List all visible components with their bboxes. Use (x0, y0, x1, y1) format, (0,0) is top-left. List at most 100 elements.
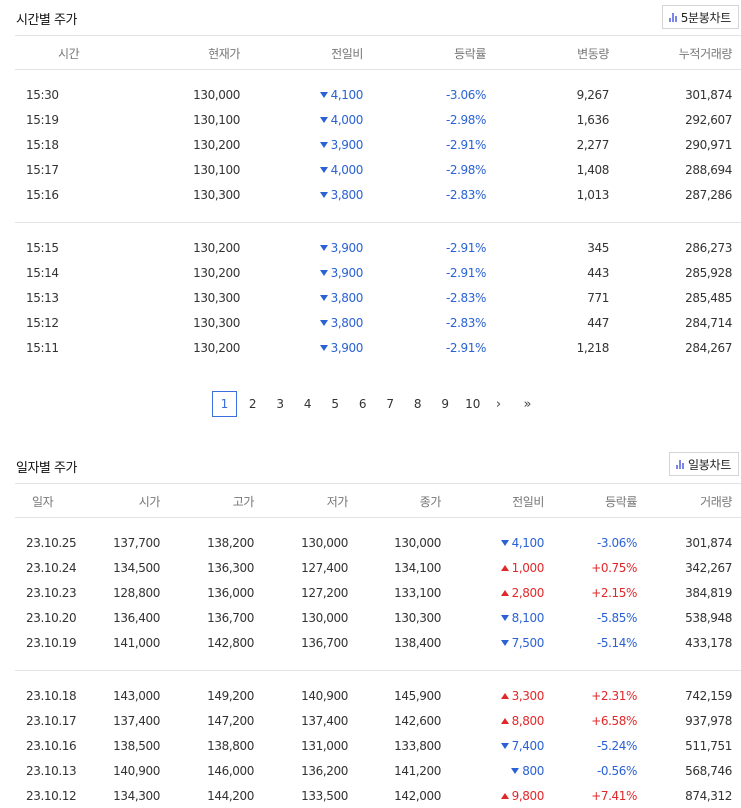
low-cell: 136,200 (301, 764, 348, 778)
table-row: 15:15 130,200 3,900 -2.91% 345 286,273 (15, 236, 741, 261)
change-value: 3,300 (511, 689, 545, 703)
open-cell: 140,900 (113, 764, 160, 778)
price-cell: 130,200 (193, 266, 240, 280)
header-change: 전일비 (331, 47, 363, 61)
table-row: 15:17 130,100 4,000 -2.98% 1,408 288,694 (15, 158, 741, 183)
change-value: 3,800 (330, 316, 364, 330)
volume-cell: 384,819 (685, 586, 732, 600)
open-cell: 128,800 (113, 586, 160, 600)
triangle-down-icon (319, 320, 328, 326)
high-cell: 136,700 (207, 611, 254, 625)
triangle-up-icon (500, 793, 509, 799)
change-cell: 4,000 (319, 163, 363, 177)
header-open: 시가 (138, 495, 161, 509)
open-cell: 141,000 (113, 636, 160, 650)
page-10-link[interactable]: 10 (465, 397, 481, 411)
triangle-down-icon (319, 117, 328, 123)
page-7-link[interactable]: 7 (386, 397, 395, 411)
triangle-down-icon (500, 743, 509, 749)
header-high: 고가 (232, 495, 255, 509)
cumulative-volume-cell: 284,267 (685, 341, 732, 355)
page-1-link[interactable]: 1 (212, 391, 237, 417)
change-value: 4,000 (330, 113, 364, 127)
page-4-link[interactable]: 4 (303, 397, 312, 411)
price-cell: 130,100 (193, 113, 240, 127)
volume-cell: 511,751 (685, 739, 732, 753)
time-cell: 15:11 (26, 341, 59, 355)
open-cell: 136,400 (113, 611, 160, 625)
date-cell: 23.10.18 (26, 689, 77, 703)
cumulative-volume-cell: 287,286 (685, 188, 732, 202)
change-cell: 3,900 (319, 341, 363, 355)
page-8-link[interactable]: 8 (413, 397, 422, 411)
cumulative-volume-cell: 284,714 (685, 316, 732, 330)
volume-change-cell: 1,013 (576, 188, 610, 202)
time-cell: 15:12 (26, 316, 59, 330)
rate-cell: -2.83% (445, 188, 486, 202)
page-2-link[interactable]: 2 (248, 397, 257, 411)
header-close: 종가 (419, 495, 442, 509)
table-row: 23.10.17 137,400 147,200 137,400 142,600 8,80… (15, 709, 741, 734)
volume-change-cell: 1,408 (576, 163, 610, 177)
volume-cell: 568,746 (685, 764, 732, 778)
change-cell: 8,800 (500, 714, 544, 728)
cumulative-volume-cell: 290,971 (685, 138, 732, 152)
volume-cell: 937,978 (685, 714, 732, 728)
date-cell: 23.10.20 (26, 611, 77, 625)
low-cell: 140,900 (301, 689, 348, 703)
row-group: 15:30 130,000 4,100 -3.06% 9,267 301,874 15:19… (15, 70, 741, 208)
table-row: 15:18 130,200 3,900 -2.91% 2,277 290,971 (15, 133, 741, 158)
header-rate: 등락률 (454, 47, 486, 61)
header-volume-change: 변동량 (577, 47, 609, 61)
page-5-link[interactable]: 5 (331, 397, 340, 411)
next-page-icon[interactable]: › (495, 396, 502, 412)
change-value: 1,000 (511, 561, 545, 575)
triangle-down-icon (319, 192, 328, 198)
volume-cell: 742,159 (685, 689, 732, 703)
change-cell: 4,100 (319, 88, 363, 102)
table-row: 15:30 130,000 4,100 -3.06% 9,267 301,874 (15, 83, 741, 108)
change-value: 8,100 (511, 611, 545, 625)
daily-table-header: 일자 시가 고가 저가 종가 전일비 등락률 거래량 (15, 483, 741, 518)
triangle-up-icon (500, 590, 509, 596)
change-value: 3,900 (330, 241, 364, 255)
volume-cell: 342,267 (685, 561, 732, 575)
time-cell: 15:18 (26, 138, 59, 152)
page-3-link[interactable]: 3 (276, 397, 285, 411)
rate-cell: +7.41% (591, 789, 637, 803)
daily-chart-button[interactable]: 일봉차트 (669, 452, 739, 476)
volume-cell: 874,312 (685, 789, 732, 803)
rate-cell: -2.91% (445, 266, 486, 280)
price-cell: 130,300 (193, 291, 240, 305)
rate-cell: -3.06% (445, 88, 486, 102)
row-group: 23.10.18 143,000 149,200 140,900 145,900 3,30… (15, 670, 741, 808)
price-cell: 130,100 (193, 163, 240, 177)
cumulative-volume-cell: 301,874 (685, 88, 732, 102)
close-cell: 130,300 (394, 611, 441, 625)
rate-cell: -2.91% (445, 241, 486, 255)
change-value: 7,500 (511, 636, 545, 650)
rate-cell: +2.31% (591, 689, 637, 703)
five-minute-chart-button[interactable]: 5분봉차트 (661, 5, 739, 29)
volume-cell: 433,178 (685, 636, 732, 650)
rate-cell: -2.91% (445, 341, 486, 355)
page-9-link[interactable]: 9 (441, 397, 450, 411)
low-cell: 130,000 (301, 536, 348, 550)
last-page-icon[interactable]: » (523, 396, 532, 412)
price-cell: 130,200 (193, 138, 240, 152)
rate-cell: -2.83% (445, 316, 486, 330)
pagination: 1 2 3 4 5 6 7 8 9 10 › » (212, 391, 540, 417)
change-cell: 3,800 (319, 316, 364, 330)
change-cell: 3,900 (319, 241, 364, 255)
header-time: 시간 (58, 47, 80, 61)
change-value: 3,900 (330, 266, 364, 280)
change-value: 3,800 (330, 291, 364, 305)
change-cell: 4,000 (319, 113, 364, 127)
date-cell: 23.10.12 (26, 789, 77, 803)
page-6-link[interactable]: 6 (358, 397, 367, 411)
volume-change-cell: 9,267 (576, 88, 610, 102)
table-row: 15:19 130,100 4,000 -2.98% 1,636 292,607 (15, 108, 741, 133)
table-row: 23.10.12 134,300 144,200 133,500 142,000 9,80… (15, 784, 741, 808)
change-cell: 800 (511, 764, 544, 778)
table-row: 23.10.23 128,800 136,000 127,200 133,100 2,80… (15, 581, 741, 606)
